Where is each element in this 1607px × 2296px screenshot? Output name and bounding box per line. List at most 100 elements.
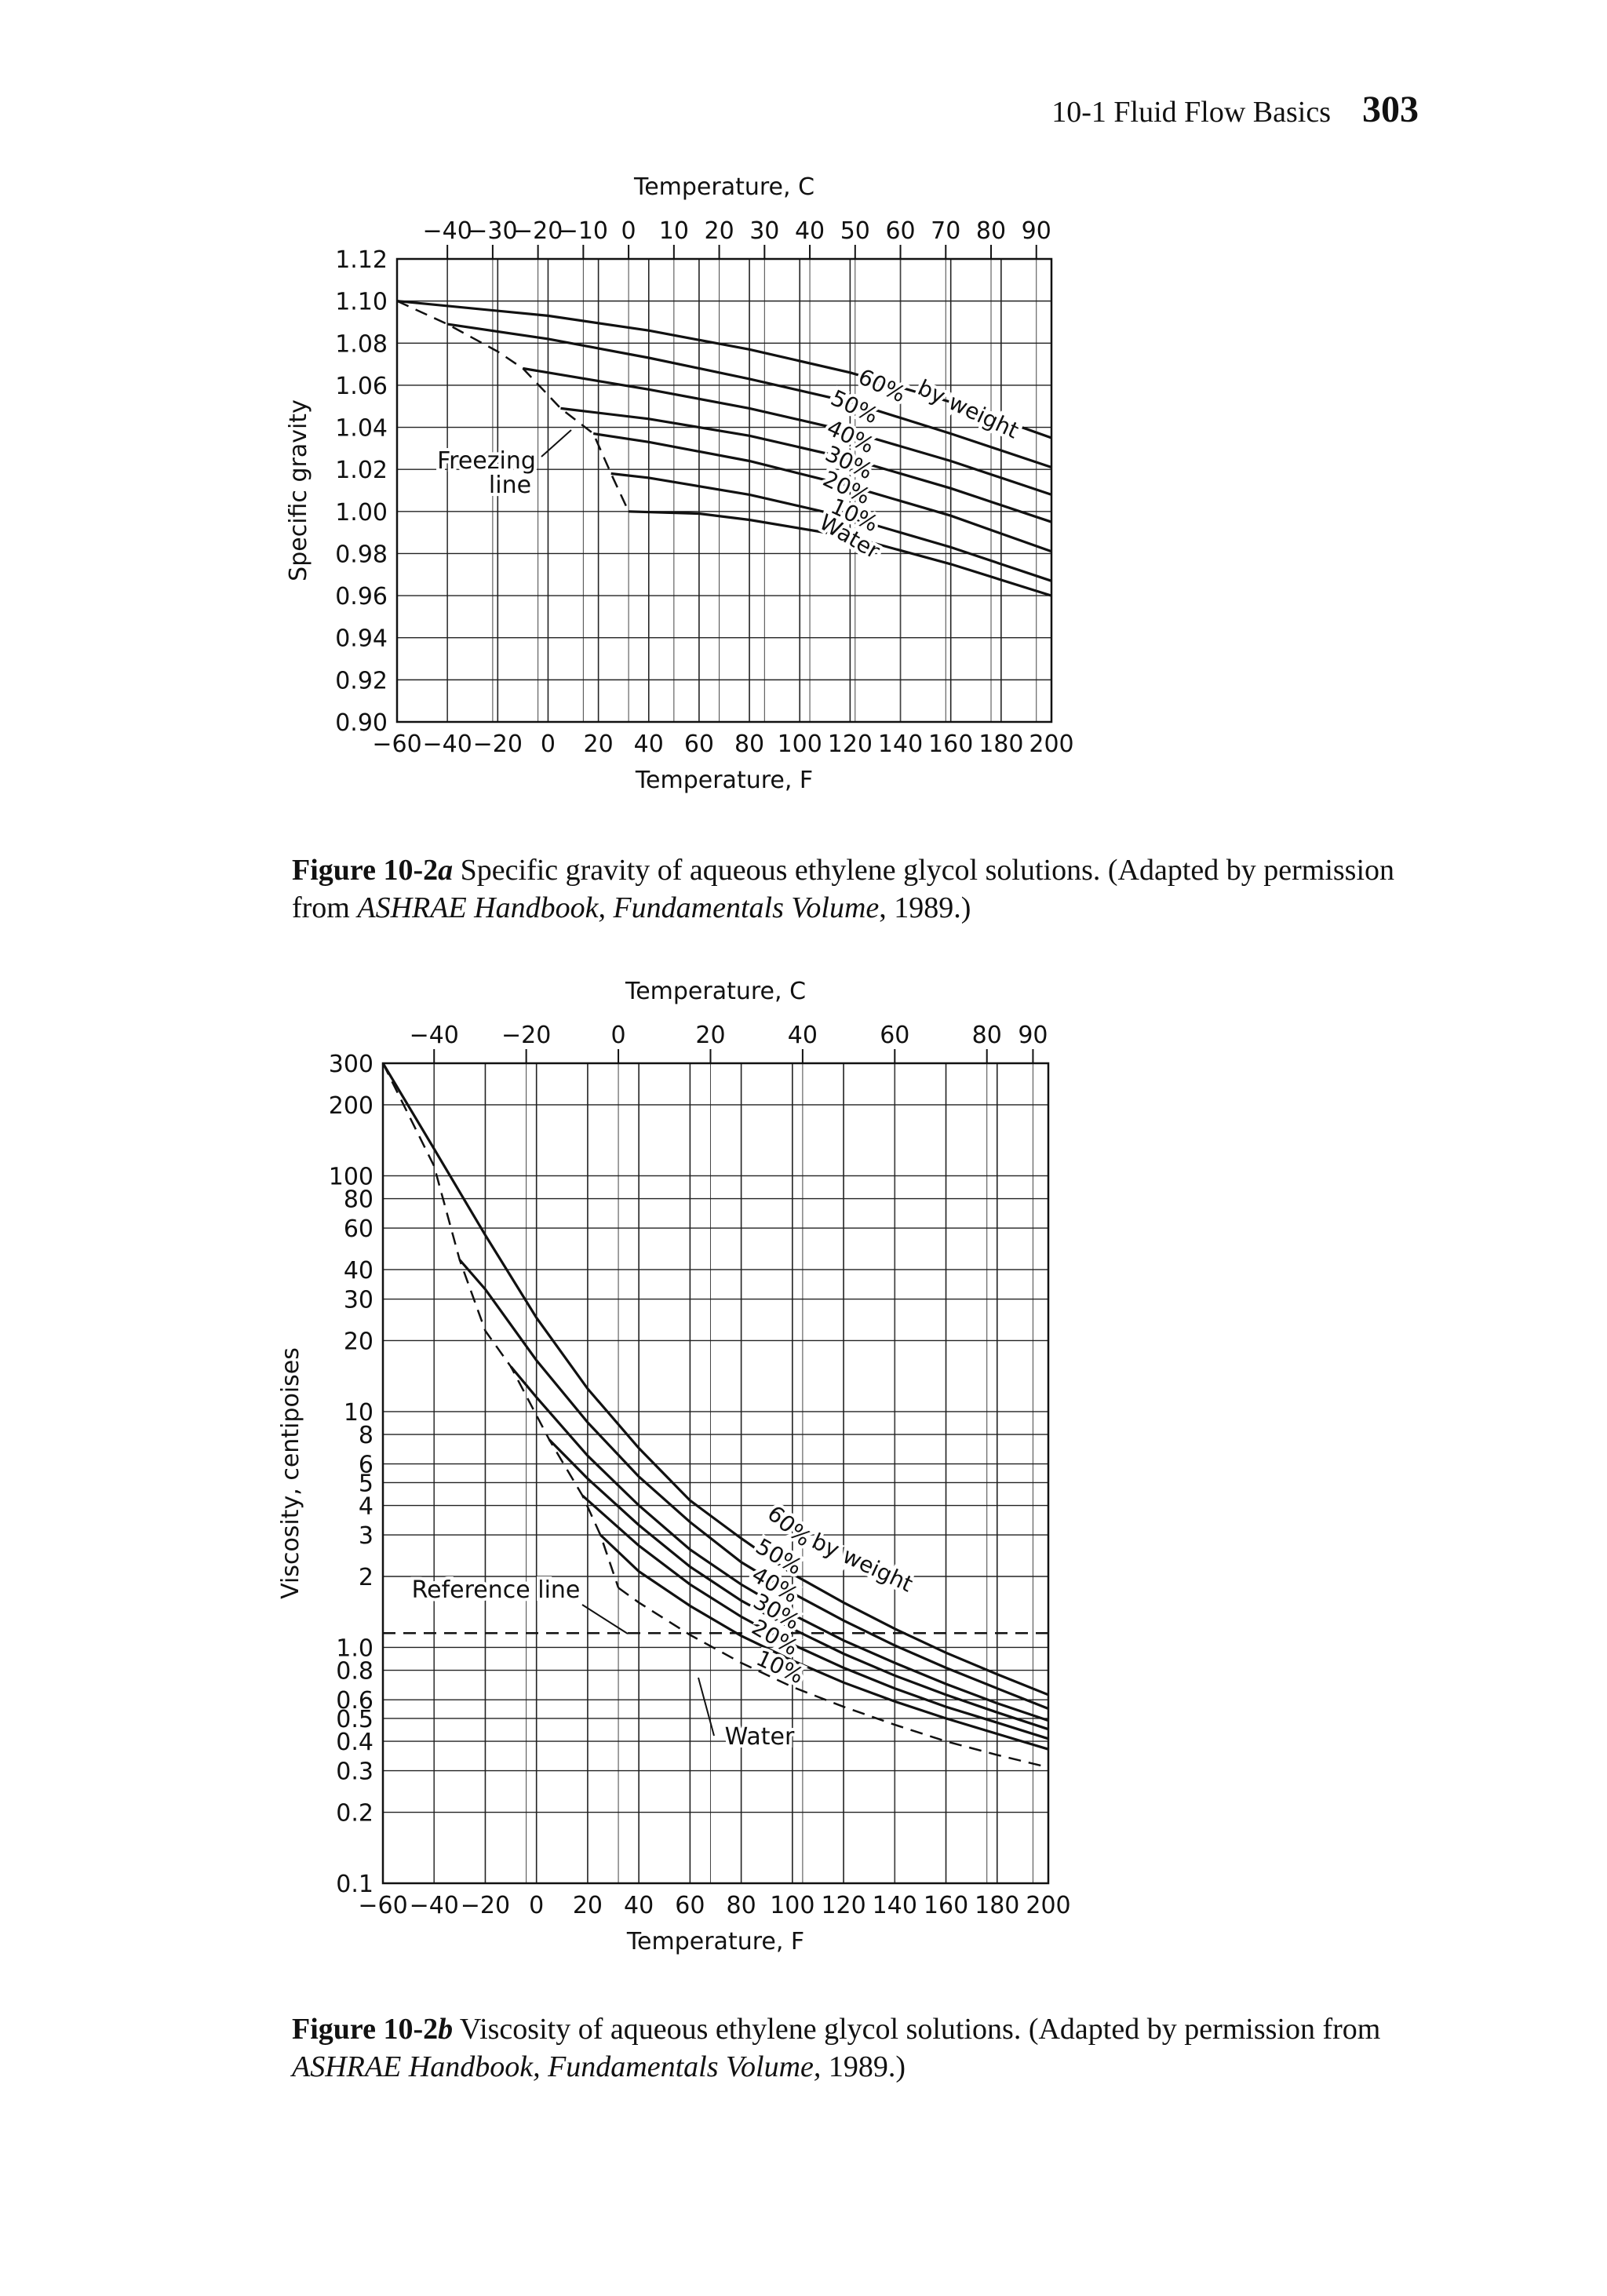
y-tick-label: 30 [344,1287,374,1314]
x-axis-label: Temperature, F [626,1928,804,1955]
section-title: 10-1 Fluid Flow Basics [1051,96,1331,129]
y-tick-label: 0.90 [335,709,388,737]
y-tick-label: 0.6 [336,1687,374,1715]
y-tick-label: 1.02 [335,457,388,484]
series-line-10 [599,1533,1049,1751]
series-line-freezing-boundary [381,1062,620,1588]
x-axis-label: Temperature, F [635,767,813,794]
y-tick-label: 20 [344,1328,374,1355]
running-header: 10-1 Fluid Flow Basics 303 [1051,88,1419,131]
x2-tick-label: 60 [880,1022,909,1049]
x-tick-label: 20 [584,731,614,758]
series-line-freezing-line [396,300,630,512]
x-tick-label: 180 [978,731,1023,758]
y-tick-label: 6 [359,1452,374,1479]
annotation-by-weight: by weight [808,1528,917,1597]
freezing-line-pointer [541,429,572,457]
series-line-10 [610,472,1052,582]
series-line-20 [592,432,1052,553]
x-tick-label: −60 [372,731,421,758]
x-tick-label: 200 [1026,1892,1070,1919]
x2-tick-label: 20 [704,217,734,245]
x2-tick-label: −30 [468,217,517,245]
x2-tick-label: 60 [885,217,915,245]
x-tick-label: 40 [634,731,664,758]
figure-b-label: Figure 10-2b [292,2013,454,2046]
y-tick-label: 300 [329,1051,374,1078]
annotation-freezing-halo: Freezing [437,447,536,475]
annotation-water-halo: Water [725,1723,795,1751]
x2-tick-label: 40 [795,217,825,245]
y-tick-label: 40 [344,1257,374,1285]
annotation-reference-line: Reference line [412,1576,581,1604]
series-line-30 [548,1438,1049,1731]
series-line-60-by-weight [381,1062,1049,1696]
y-tick-label: 0.3 [336,1758,374,1786]
series-line-60-by-weight [396,300,1052,439]
x2-tick-label: 90 [1022,217,1051,245]
x-tick-label: 120 [828,731,873,758]
x-tick-label: 40 [624,1892,654,1919]
y-axis-label: Specific gravity [285,399,312,581]
x2-tick-label: −40 [410,1022,459,1049]
y-tick-label: 0.94 [335,625,388,653]
viscosity-chart: −60 −40 −20 0 20 40 60 80 100 120 140 160 180 200−40−… [277,978,1071,1955]
y-tick-label: 0.92 [335,667,388,694]
x-tick-label: −20 [473,731,523,758]
x2-tick-label: 90 [1018,1022,1048,1049]
annotation-line-halo: line [489,472,531,499]
x2-tick-label: 80 [972,1022,1002,1049]
figure-a-caption-text: Specific gravity of aqueous ethylene gly… [292,854,1395,924]
y-tick-label: 3 [359,1522,374,1550]
y-tick-label: 1.08 [335,330,388,358]
x2-tick-label: 70 [931,217,960,245]
x2-tick-label: 80 [976,217,1006,245]
series-line-20 [581,1494,1049,1740]
x-tick-label: 0 [529,1892,544,1919]
x-tick-label: 180 [975,1892,1019,1919]
x2-tick-label: −20 [501,1022,551,1049]
x2-tick-label: 20 [695,1022,725,1049]
x-tick-label: −40 [410,1892,459,1919]
x2-tick-label: 30 [749,217,779,245]
y-tick-label: 0.98 [335,541,388,568]
x-tick-label: 160 [924,1892,968,1919]
x-tick-label: 100 [770,1892,814,1919]
y-tick-label: 10 [344,1399,374,1427]
annotation-freezing: Freezing [437,447,536,475]
x2-tick-label: 10 [659,217,689,245]
x-tick-label: 200 [1029,731,1073,758]
series-line-water [629,510,1052,597]
y-tick-label: 1.06 [335,373,388,400]
y-tick-label: 0.4 [336,1729,374,1756]
x-tick-label: 160 [928,731,973,758]
series-line-40 [509,1365,1049,1722]
y-tick-label: 1.0 [336,1635,374,1662]
y-tick-label: 8 [359,1422,374,1449]
figure-b-caption-tail: 1989.) [821,2050,906,2083]
x-tick-label: 100 [778,731,822,758]
y-tick-label: 0.96 [335,583,388,610]
x-tick-label: 140 [878,731,923,758]
series-line-30 [560,406,1052,523]
x2-tick-label: −40 [422,217,472,245]
x-tick-label: 20 [573,1892,603,1919]
series-line-50 [446,323,1052,469]
specific-gravity-chart: −60 −40 −20 0 20 40 60 80 100 120 140 160 180 200−40−… [285,173,1074,794]
figure-a-label: Figure 10-2a [292,854,454,887]
y-tick-label: 0.1 [336,1871,374,1898]
series-line-40 [523,366,1052,496]
plot-frame [381,1062,1050,1885]
y-tick-label: 100 [329,1163,374,1190]
y-tick-label: 60 [344,1215,374,1243]
x2-axis-label: Temperature, C [625,978,806,1005]
y-tick-label: 200 [329,1092,374,1120]
y-tick-label: 1.00 [335,499,388,527]
x-tick-label: −60 [358,1892,407,1919]
series-line-50 [458,1259,1049,1710]
x-tick-label: 60 [684,731,714,758]
x-tick-label: 80 [734,731,764,758]
annotation-reference-line-halo: Reference line [412,1576,581,1604]
y-tick-label: 1.04 [335,415,388,443]
x2-tick-label: 50 [840,217,870,245]
